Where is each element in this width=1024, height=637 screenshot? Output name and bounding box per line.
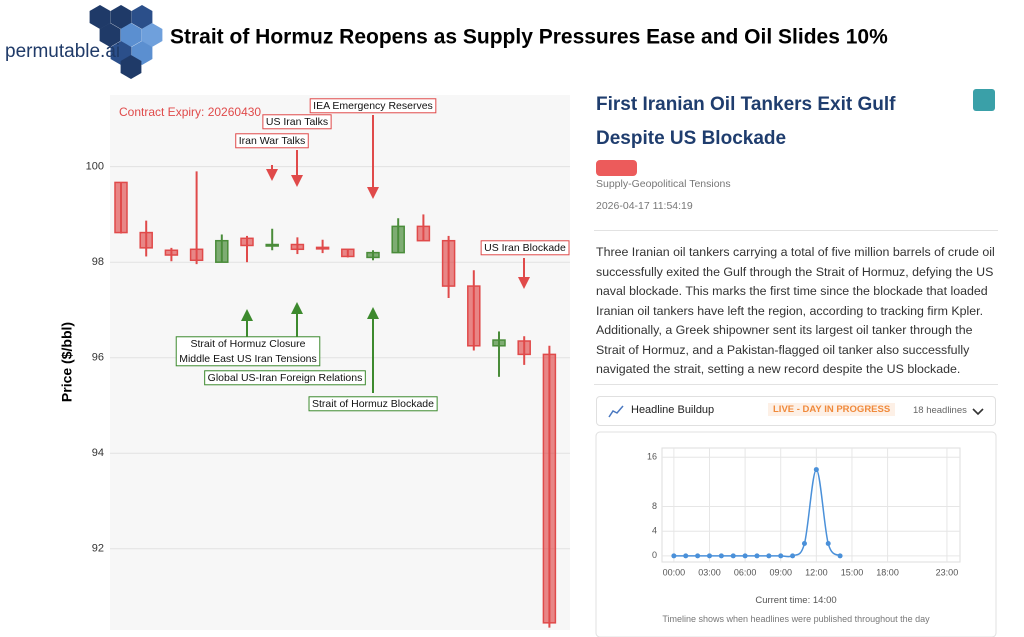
annotation-box bbox=[235, 133, 309, 149]
data-point bbox=[801, 541, 807, 547]
x-tick-label: 06:00 bbox=[734, 567, 757, 577]
annotation-arrowhead bbox=[241, 309, 253, 321]
candle-body bbox=[341, 248, 355, 258]
sentiment-pill bbox=[596, 160, 637, 176]
candle-body bbox=[139, 231, 153, 249]
candle-body bbox=[517, 340, 531, 356]
data-point bbox=[837, 553, 843, 559]
timeline-note: Timeline shows when headlines were publi… bbox=[662, 614, 930, 624]
annotation-arrowhead bbox=[367, 187, 379, 199]
x-tick-label: 03:00 bbox=[698, 567, 721, 577]
x-tick-label: 09:00 bbox=[769, 567, 792, 577]
data-point bbox=[730, 553, 736, 559]
panel-icon-line bbox=[608, 405, 624, 418]
candle-body bbox=[441, 239, 456, 287]
candle-body bbox=[391, 225, 405, 254]
annotation-box bbox=[309, 98, 437, 114]
logo-text: permutable.ai bbox=[5, 41, 120, 62]
panel-header[interactable]: Headline Buildup LIVE - DAY IN PROGRESS … bbox=[596, 396, 996, 426]
headline-count: 18 headlines bbox=[913, 405, 967, 416]
candle-body bbox=[542, 353, 557, 624]
annotation-arrowhead bbox=[291, 175, 303, 187]
panel-title: Headline Buildup bbox=[631, 404, 715, 416]
data-point bbox=[766, 553, 772, 559]
divider bbox=[594, 230, 998, 231]
annotation-text: US Iran Blockade bbox=[484, 242, 566, 254]
y-tick-label: 0 bbox=[652, 550, 657, 560]
page-title: Strait of Hormuz Reopens as Supply Press… bbox=[170, 26, 888, 49]
annotation-text: Global US-Iran Foreign Relations bbox=[208, 372, 363, 384]
y-axis-label: Price ($/bbl) bbox=[59, 322, 75, 402]
annotation-text: Iran War Talks bbox=[239, 135, 306, 147]
article-category: Supply-Geopolitical Tensions bbox=[596, 178, 731, 190]
candle-body bbox=[290, 243, 305, 251]
annotation-text: Middle East US Iran Tensions bbox=[179, 353, 317, 365]
annotation-box bbox=[308, 396, 438, 412]
share-icon[interactable] bbox=[973, 89, 995, 111]
data-point bbox=[683, 553, 689, 559]
data-point bbox=[706, 553, 712, 559]
annotation-box bbox=[204, 370, 366, 386]
data-point bbox=[778, 553, 784, 559]
annotation-text: Contract Expiry: 20260430 bbox=[119, 105, 261, 119]
candle-body bbox=[315, 246, 330, 250]
data-point bbox=[671, 553, 677, 559]
candle-body bbox=[114, 181, 128, 234]
y-tick-label: 94 bbox=[92, 447, 104, 459]
candle-body bbox=[366, 251, 380, 259]
y-tick-label: 100 bbox=[86, 161, 104, 173]
x-tick-label: 18:00 bbox=[876, 567, 899, 577]
y-tick-label: 16 bbox=[647, 452, 657, 462]
candle-body bbox=[265, 243, 279, 247]
current-time: Current time: 14:00 bbox=[755, 595, 837, 606]
y-tick-label: 8 bbox=[652, 501, 657, 511]
data-point bbox=[754, 553, 760, 559]
annotation-box bbox=[480, 240, 570, 256]
candle-body bbox=[416, 225, 431, 242]
data-point bbox=[742, 553, 748, 559]
annotation-text: Strait of Hormuz Blockade bbox=[312, 398, 434, 410]
live-status: LIVE - DAY IN PROGRESS bbox=[768, 403, 896, 416]
y-tick-label: 4 bbox=[652, 526, 657, 536]
x-tick-label: 23:00 bbox=[936, 567, 959, 577]
x-tick-label: 00:00 bbox=[663, 567, 686, 577]
article-body: Three Iranian oil tankers carrying a tot… bbox=[596, 245, 995, 376]
data-point bbox=[718, 553, 724, 559]
article-timestamp: 2026-04-17 11:54:19 bbox=[596, 200, 693, 212]
mini-plot-area bbox=[661, 447, 961, 563]
x-tick-label: 15:00 bbox=[841, 567, 864, 577]
y-tick-label: 92 bbox=[92, 543, 104, 555]
data-point bbox=[813, 467, 819, 473]
divider bbox=[594, 384, 998, 385]
annotation-text: IEA Emergency Reserves bbox=[313, 100, 433, 112]
candle-body bbox=[492, 339, 506, 347]
annotation-arrowhead bbox=[518, 277, 530, 289]
annotation-arrowhead bbox=[266, 169, 278, 181]
chevron[interactable] bbox=[972, 407, 984, 417]
annotation-text: Strait of Hormuz Closure bbox=[191, 338, 306, 350]
data-point bbox=[695, 553, 701, 559]
candle-body bbox=[467, 285, 481, 347]
data-point bbox=[825, 541, 831, 547]
annotation-arrowhead bbox=[367, 307, 379, 319]
panel-icon bbox=[608, 405, 624, 418]
y-tick-label: 98 bbox=[92, 256, 104, 268]
candle-body bbox=[240, 237, 254, 247]
candle-body bbox=[189, 248, 204, 262]
chevron-line bbox=[972, 408, 984, 416]
data-point bbox=[790, 553, 796, 559]
candle-body bbox=[215, 239, 229, 263]
article-title: First Iranian Oil Tankers Exit Gulf Desp… bbox=[596, 94, 896, 149]
x-tick-label: 12:00 bbox=[805, 567, 828, 577]
annotation-text: US Iran Talks bbox=[266, 116, 328, 128]
annotation-box bbox=[262, 114, 332, 130]
candle-body bbox=[164, 249, 179, 256]
annotation-box bbox=[175, 336, 321, 367]
y-tick-label: 96 bbox=[92, 352, 104, 364]
annotation-arrowhead bbox=[291, 302, 303, 314]
